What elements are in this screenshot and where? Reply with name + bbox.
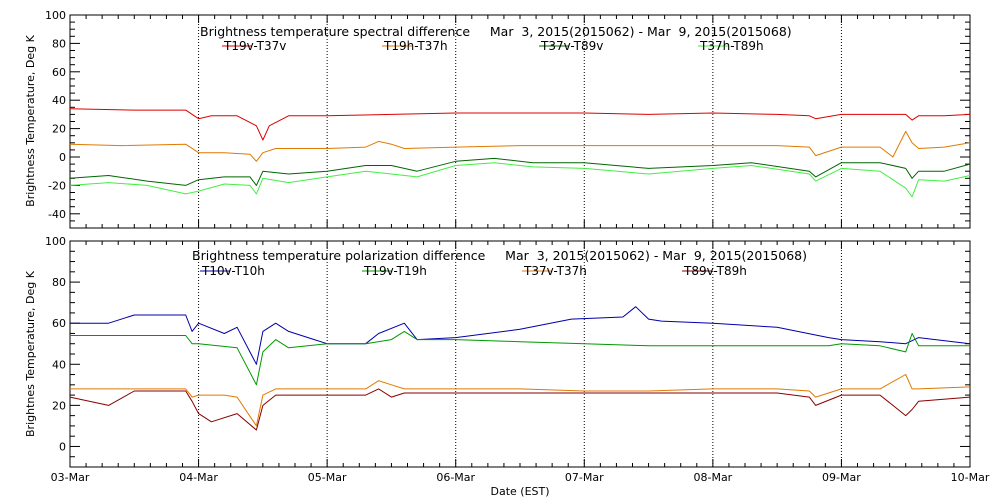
polarization-difference-panel: 03-Mar 04-Mar 05-Mar 06-Mar 07-Mar 08-Mar 09-M… xyxy=(24,235,990,498)
series-line-t19v-t37v xyxy=(69,108,971,141)
legend-label: T89v-T89h xyxy=(683,264,747,278)
y-tick-label: 40 xyxy=(52,358,66,371)
y-tick-label: 40 xyxy=(52,94,66,107)
axis-ticks: -40 -20 0 20 40 60 80 100 xyxy=(45,9,971,229)
series-line-t19v-t19h xyxy=(70,330,970,386)
y-tick-label: 80 xyxy=(52,276,66,289)
legend-label: T10v-T10h xyxy=(201,264,265,278)
legend: T19v-T37v T19h-T37h T37v-T89v T37h-T89h xyxy=(222,39,764,53)
series-lines xyxy=(69,108,971,198)
y-tick-label: 100 xyxy=(45,235,66,248)
series-line-t37h-t89h xyxy=(69,162,971,198)
series-line-t37v-t89v xyxy=(69,157,971,186)
legend: T10v-T10h T19v-T19h T37v-T37h T89v-T89h xyxy=(200,264,747,278)
legend-label: T37h-T89h xyxy=(699,39,764,53)
x-tick-label: 07-Mar xyxy=(565,471,604,484)
axis-ticks: 03-Mar 04-Mar 05-Mar 06-Mar 07-Mar 08-Mar 09-M… xyxy=(45,235,990,484)
spectral-difference-panel: -40 -20 0 20 40 60 80 100 Brightness temperatur… xyxy=(24,9,971,229)
y-tick-label: 20 xyxy=(52,399,66,412)
y-tick-label: 100 xyxy=(45,9,66,22)
y-tick-label: 80 xyxy=(52,37,66,50)
y-tick-label: 0 xyxy=(59,151,66,164)
legend-label: T19h-T37h xyxy=(383,39,448,53)
legend-label: T19v-T37v xyxy=(223,39,286,53)
x-tick-label: 09-Mar xyxy=(822,471,861,484)
x-tick-label: 04-Mar xyxy=(179,471,218,484)
y-tick-label: 60 xyxy=(52,317,66,330)
grid-lines xyxy=(198,15,842,228)
legend-label: T37v-T89v xyxy=(540,39,603,53)
chart-title: Brightness temperature polarization diff… xyxy=(192,248,807,263)
y-tick-label: 0 xyxy=(59,440,66,453)
series-line-t10v-t10h xyxy=(70,306,971,365)
y-tick-label: -20 xyxy=(48,179,66,192)
series-line-t19h-t37h xyxy=(69,130,971,162)
x-tick-label: 10-Mar xyxy=(951,471,990,484)
series-line-t37v-t37h xyxy=(70,374,971,427)
chart-title: Brightness temperature spectral differen… xyxy=(200,24,792,39)
x-tick-label: 08-Mar xyxy=(693,471,732,484)
legend-label: T19v-T19h xyxy=(363,264,427,278)
y-tick-label: -40 xyxy=(48,208,66,221)
x-tick-label: 06-Mar xyxy=(436,471,475,484)
series-lines xyxy=(69,306,971,431)
x-axis-label: Date (EST) xyxy=(490,485,549,498)
y-axis-label: Brightnes Temperature, Deg K xyxy=(24,270,37,437)
series-line-t89v-t89h xyxy=(69,388,971,431)
y-tick-label: 60 xyxy=(52,66,66,79)
y-tick-label: 20 xyxy=(52,123,66,136)
y-axis-label: Brightness Temperature, Deg K xyxy=(24,34,37,206)
x-tick-label: 05-Mar xyxy=(308,471,347,484)
legend-label: T37v-T37h xyxy=(523,264,587,278)
x-tick-label: 03-Mar xyxy=(51,471,90,484)
